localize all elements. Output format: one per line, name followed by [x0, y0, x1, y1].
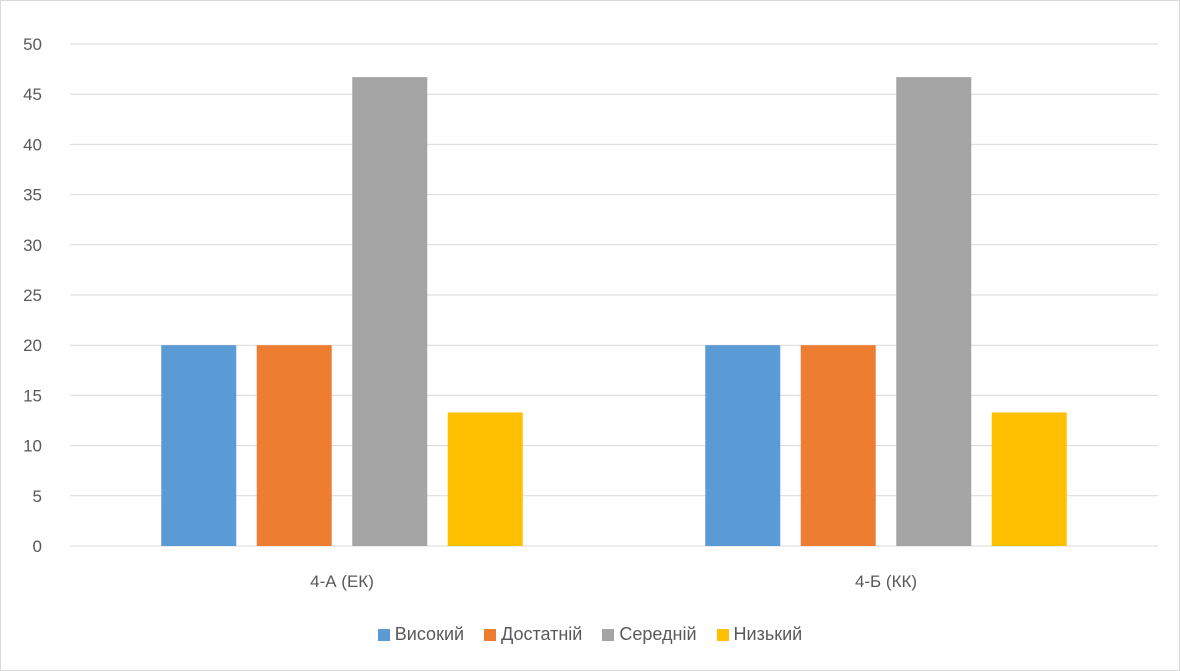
- y-tick-label: 20: [23, 336, 42, 355]
- legend-label: Достатній: [501, 624, 583, 644]
- y-tick-label: 50: [23, 35, 42, 54]
- legend-item: Низький: [716, 624, 803, 645]
- y-tick-label: 0: [33, 537, 42, 556]
- legend-swatch: [484, 628, 497, 641]
- bar-4-category-1: [447, 412, 523, 546]
- x-tick-label: 4-А (ЕК): [310, 572, 374, 591]
- y-tick-label: 15: [23, 386, 42, 405]
- bar-1-category-1: [161, 345, 237, 546]
- y-tick-label: 30: [23, 236, 42, 255]
- legend-swatch: [377, 628, 390, 641]
- bar-3-category-1: [352, 77, 428, 547]
- y-tick-label: 45: [23, 85, 42, 104]
- chart-legend: Високий Достатній Середній Низький: [0, 624, 1180, 645]
- y-tick-label: 35: [23, 186, 42, 205]
- bar-4-category-2: [991, 412, 1067, 546]
- bar-2-category-1: [256, 345, 332, 546]
- legend-item: Середній: [602, 624, 697, 645]
- x-tick-label: 4-Б (КК): [855, 572, 917, 591]
- bar-3-category-2: [896, 77, 972, 547]
- y-tick-label: 25: [23, 286, 42, 305]
- y-tick-label: 10: [23, 437, 42, 456]
- y-tick-label: 5: [33, 487, 42, 506]
- y-tick-label: 40: [23, 135, 42, 154]
- legend-swatch: [716, 628, 729, 641]
- legend-label: Високий: [394, 624, 465, 644]
- bar-1-category-2: [705, 345, 781, 546]
- legend-item: Високий: [377, 624, 465, 645]
- bar-2-category-2: [800, 345, 876, 546]
- legend-label: Низький: [733, 624, 803, 644]
- legend-item: Достатній: [484, 624, 582, 645]
- legend-swatch: [602, 628, 615, 641]
- legend-label: Середній: [619, 624, 697, 644]
